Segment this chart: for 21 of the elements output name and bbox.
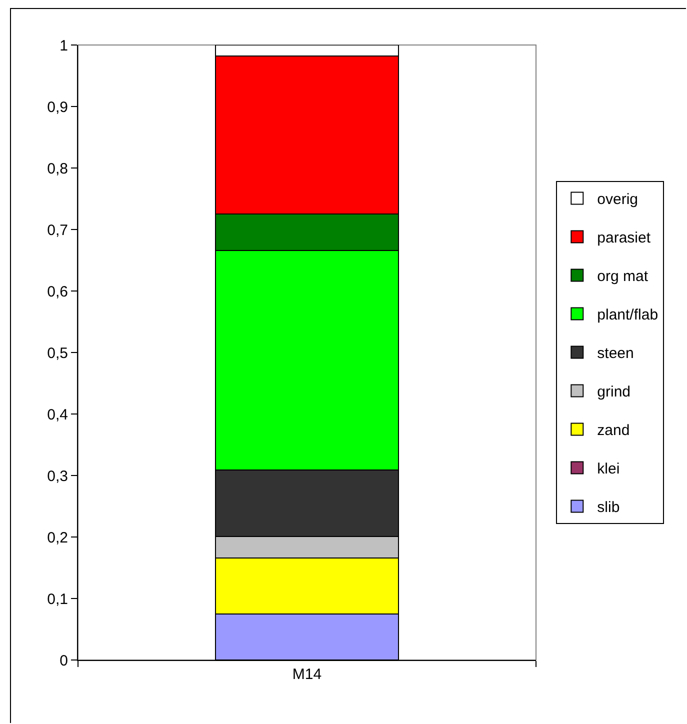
legend-label: parasiet xyxy=(597,230,652,247)
legend-label: klei xyxy=(597,460,620,478)
y-tick-label: 0,9 xyxy=(47,98,68,116)
legend-label: plant/flab xyxy=(597,306,658,324)
y-tick-label: 0,7 xyxy=(47,222,68,239)
x-tick-label: M14 xyxy=(292,666,322,683)
y-tick-label: 0,6 xyxy=(47,283,68,300)
y-tick-label: 0,8 xyxy=(47,160,68,178)
legend-label: slib xyxy=(597,499,620,516)
legend-label: steen xyxy=(597,345,634,362)
y-tick-label: 0 xyxy=(60,652,68,670)
y-tick-label: 0,5 xyxy=(47,344,68,362)
y-tick-label: 0,1 xyxy=(47,590,68,608)
y-tick-label: 0,4 xyxy=(47,406,68,424)
legend-label: zand xyxy=(597,422,630,440)
legend-label: overig xyxy=(597,191,638,208)
y-tick-label: 1 xyxy=(60,37,68,54)
y-tick-label: 0,3 xyxy=(47,468,68,485)
legend-label: org mat xyxy=(597,268,649,286)
y-tick-label: 0,2 xyxy=(47,529,68,546)
legend-label: grind xyxy=(597,384,631,401)
